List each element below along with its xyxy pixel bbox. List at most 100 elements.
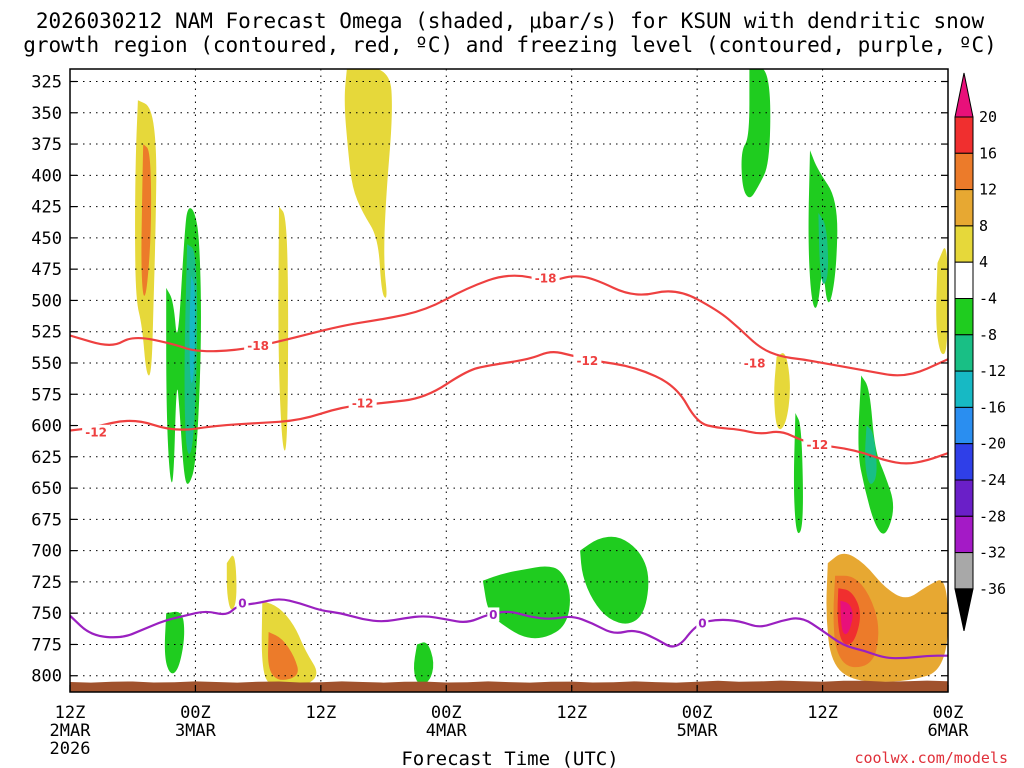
colorbar-label: 20 [979,108,997,126]
x-tick-label: 6MAR [928,721,970,741]
omega-region [936,248,948,355]
omega-region [774,353,790,430]
omega-region [741,69,771,198]
plot-frame [69,68,949,693]
colorbar-label: 4 [979,253,988,271]
colorbar-swatch [954,116,974,154]
x-tick-label: 5MAR [677,721,719,741]
colorbar-swatch [954,406,974,445]
colorbar-label: -12 [979,362,1006,380]
chart-title-line1: 2026030212 NAM Forecast Omega (shaded, μ… [36,9,985,33]
colorbar-label: -28 [979,507,1006,525]
colorbar-swatch [954,298,974,336]
colorbar-swatch [954,225,974,263]
terrain-fill [70,680,948,692]
omega-region [793,413,803,534]
colorbar-top-arrow [954,72,974,118]
x-tick-label: 2026 [50,739,91,759]
y-tick-label: 800 [31,667,62,687]
colorbar-swatch [954,334,974,372]
y-tick-label: 325 [31,73,62,93]
contour-label: -12 [352,397,374,411]
contour-label: -12 [577,354,599,368]
contour-label: 0 [698,617,706,631]
contour-label-bg [244,338,273,353]
contours: -18 -18 -18 -12 -12 -12 -12 0 0 0 [70,270,948,660]
colorbar-swatch [954,552,974,590]
y-tick-label: 675 [31,510,62,530]
colorbar-label: 12 [979,181,997,199]
x-tick-label: 12Z [807,703,838,723]
omega-region [141,144,152,296]
contour-label-bg [348,396,377,411]
contour-label: 0 [489,608,497,622]
y-tick-label: 750 [31,604,62,624]
x-axis-label: Forecast Time (UTC) [401,748,618,768]
contour-label-bg [803,437,832,452]
y-tick-label: 775 [31,635,62,655]
x-tick-label: 00Z [431,703,462,723]
contour-label-bg [236,596,249,611]
colorbar-swatch [954,443,974,481]
contour-label: -12 [807,438,829,452]
colorbar: 20 16 12 8 4 -4 -8 -12 -16 -20 -24 -28 -32 -36 [954,72,1006,632]
omega-region [278,206,289,451]
x-tick-label: 12Z [55,703,86,723]
credit-text: coolwx.com/models [854,749,1008,767]
x-tick-label: 12Z [305,703,336,723]
x-tick-label: 00Z [933,703,964,723]
y-tick-label: 400 [31,166,62,186]
x-tick-label: 3MAR [175,721,217,741]
contour-label-bg [82,424,111,439]
colorbar-label: -16 [979,398,1006,416]
omega-region [226,555,237,610]
colorbar-label: 8 [979,217,988,235]
colorbar-swatch [954,152,974,191]
colorbar-label: -32 [979,544,1006,562]
colorbar-label: -36 [979,580,1006,598]
omega-region [189,275,195,383]
y-tick-label: 425 [31,198,62,218]
x-tick-label: 00Z [180,703,211,723]
colorbar-label: 16 [979,144,997,162]
y-tick-label: 500 [31,291,62,311]
omega-region [344,69,392,298]
omega-region [413,642,434,685]
colorbar-label: -8 [979,326,997,344]
omega-region [840,600,853,635]
omega-region [818,212,829,284]
colorbar-swatch [954,189,974,227]
y-tick-label: 600 [31,417,62,437]
y-tick-label: 550 [31,354,62,374]
colorbar-label: -4 [979,290,997,308]
omega-region [580,536,649,624]
y-tick-label: 450 [31,229,62,249]
colorbar-swatch [954,515,974,554]
contour-label: -18 [247,339,269,353]
y-tick-label: 625 [31,448,62,468]
y-tick-label: 725 [31,573,62,593]
contour-label: 0 [238,597,246,611]
colorbar-label: -24 [979,471,1006,489]
y-tick-label: 700 [31,542,62,562]
colorbar-swatch [954,261,974,300]
omega-region [268,632,298,680]
contour-label-bg [740,355,769,370]
contour-label: -18 [744,356,766,370]
terrain-layer [70,680,948,692]
y-tick-label: 475 [31,260,62,280]
x-tick-label: 4MAR [426,721,468,741]
contour-label-bg [531,270,560,285]
omega-region [482,566,570,639]
omega-shading [135,69,948,689]
contour-label-bg [696,616,709,631]
x-tick-label: 00Z [682,703,713,723]
y-tick-label: 575 [31,385,62,405]
y-tick-label: 525 [31,323,62,343]
colorbar-swatch [954,370,974,408]
omega-region [164,611,185,674]
colorbar-bottom-arrow [954,588,974,632]
y-tick-label: 650 [31,479,62,499]
